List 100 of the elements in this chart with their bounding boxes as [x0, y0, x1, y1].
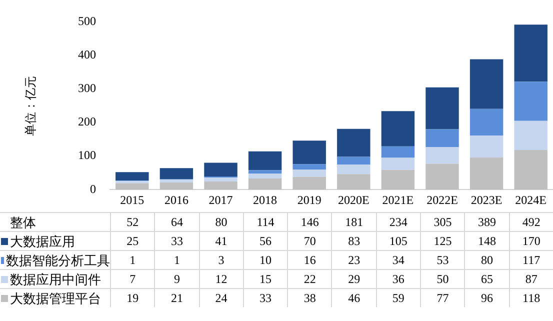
- bar: [248, 170, 282, 174]
- bar: [204, 182, 238, 190]
- bar: [116, 183, 149, 190]
- data-label: 87: [508, 269, 553, 288]
- x-tick-label: 2020E: [338, 192, 370, 207]
- data-label: 56: [242, 231, 288, 250]
- y-tick-label: 200: [78, 114, 96, 129]
- data-label: 50: [420, 269, 464, 288]
- total-label: 52: [110, 212, 154, 231]
- bar: [248, 151, 282, 170]
- total-label: 80: [198, 212, 243, 231]
- x-tick-label: 2019: [297, 192, 322, 207]
- data-label: 9: [154, 269, 199, 288]
- bar: [470, 157, 504, 190]
- data-label: 170: [508, 231, 553, 250]
- legend-label: 大数据应用: [10, 232, 75, 250]
- data-label: 24: [198, 288, 243, 307]
- data-label: 46: [331, 288, 376, 307]
- data-label: 33: [154, 231, 199, 250]
- data-label: 148: [464, 231, 509, 250]
- total-label: 64: [154, 212, 199, 231]
- bar: [381, 146, 415, 158]
- y-tick-label: 300: [78, 81, 96, 96]
- text: 整体: [10, 214, 36, 232]
- data-label: 25: [110, 231, 154, 250]
- bar: [204, 162, 238, 177]
- data-label: 7: [110, 269, 154, 288]
- data-label: 70: [287, 231, 332, 250]
- data-label: 105: [376, 231, 420, 250]
- bar: [160, 182, 194, 190]
- legend-label: 大数据管理平台: [10, 290, 101, 308]
- bar: [470, 136, 504, 158]
- legend-label: 数据应用中间件: [10, 270, 101, 288]
- total-label: 389: [464, 212, 509, 231]
- bar: [426, 147, 459, 164]
- x-tick-label: 2022E: [426, 192, 458, 207]
- data-label: 10: [242, 250, 288, 269]
- bar: [337, 156, 370, 164]
- y-tick-label: 100: [78, 148, 96, 162]
- y-tick-label: 400: [78, 48, 96, 62]
- total-label: 305: [420, 212, 464, 231]
- data-label: 41: [198, 231, 243, 250]
- bar: [337, 164, 370, 174]
- data-label: 33: [242, 288, 288, 307]
- total-label: 146: [287, 212, 332, 231]
- bar: [204, 178, 238, 182]
- data-label: 36: [376, 269, 420, 288]
- data-label: 1: [110, 250, 154, 269]
- data-label: 29: [331, 269, 376, 288]
- total-label: 114: [242, 212, 288, 231]
- bar: [116, 172, 149, 181]
- bar: [514, 150, 548, 190]
- data-label: 1: [154, 250, 199, 269]
- bar: [470, 108, 504, 136]
- x-tick-label: 2017: [208, 192, 233, 207]
- data-label: 34: [376, 250, 420, 269]
- y-tick-label: 0: [90, 182, 96, 196]
- bar: [381, 158, 415, 170]
- data-label: 118: [508, 288, 553, 307]
- bar: [426, 164, 459, 190]
- bar: [337, 128, 370, 157]
- bar: [514, 120, 548, 150]
- bar: [514, 24, 548, 82]
- data-label: 117: [508, 250, 553, 269]
- data-label: 3: [198, 250, 243, 269]
- data-label: 19: [110, 288, 154, 307]
- y-tick-label: 500: [78, 14, 96, 28]
- bar: [292, 176, 326, 190]
- data-label: 80: [464, 250, 509, 269]
- bar: [381, 111, 415, 146]
- bar: [292, 169, 326, 177]
- bar: [514, 82, 548, 121]
- data-label: 125: [420, 231, 464, 250]
- bar: [248, 174, 282, 179]
- data-label: 16: [287, 250, 332, 269]
- bar: [426, 87, 459, 130]
- data-label: 65: [464, 269, 509, 288]
- data-label: 53: [420, 250, 464, 269]
- x-tick-label: 2015: [120, 192, 144, 207]
- bar: [470, 59, 504, 109]
- bar: [426, 129, 459, 148]
- bar: [160, 180, 194, 183]
- x-tick-label: 2016: [164, 192, 188, 207]
- y-axis-title: 单位：亿元: [23, 76, 38, 136]
- data-label: 38: [287, 288, 332, 307]
- bar: [292, 140, 326, 164]
- x-tick-label: 2023E: [470, 192, 502, 207]
- bar: [292, 164, 326, 170]
- data-label: 22: [287, 269, 332, 288]
- x-tick-label: 2018: [253, 192, 278, 207]
- data-label: 12: [198, 269, 243, 288]
- data-label: 21: [154, 288, 199, 307]
- data-label: 96: [464, 288, 509, 307]
- data-label: 59: [376, 288, 420, 307]
- bar: [116, 180, 149, 184]
- total-label: 181: [331, 212, 376, 231]
- legend-label: 数据智能分析工具: [6, 252, 110, 270]
- data-label: 77: [420, 288, 464, 307]
- bar: [381, 170, 415, 190]
- total-label: 492: [508, 212, 553, 231]
